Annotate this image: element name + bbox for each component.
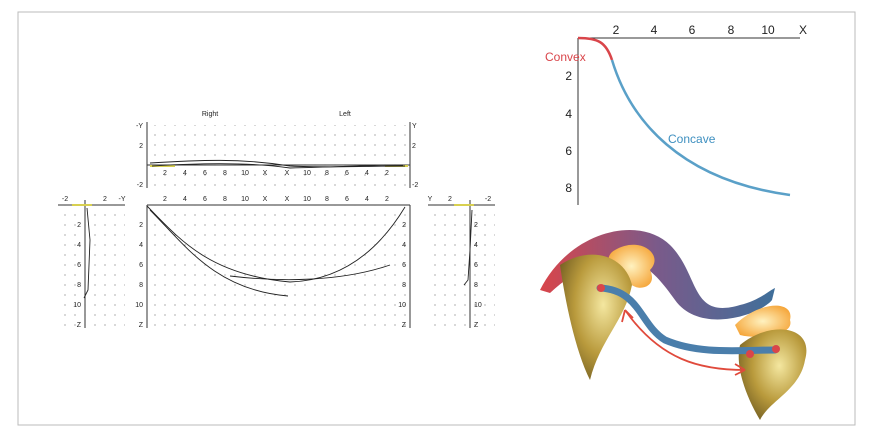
tick-label: 6 [139,262,143,269]
y-tick-label: 2 [565,69,572,83]
tick-label: 8 [325,170,329,177]
tick-label: 8 [223,170,227,177]
tick-label: 10 [474,302,482,309]
tick-label: 2 [474,222,478,229]
tick-label: 10 [303,170,311,177]
tick-label: 6 [203,196,207,203]
tick-label: 4 [77,242,81,249]
tick-label: 10 [241,196,249,203]
tick-label: 4 [402,242,406,249]
tick-label: Z [474,322,479,329]
tick-label: 8 [325,196,329,203]
axis-label: Y [412,123,417,130]
tick-label: 2 [163,170,167,177]
tick-label: 10 [135,302,143,309]
y-tick-label: 8 [565,181,572,195]
tick-label: 2 [103,196,107,203]
tick-label: -2 [62,196,68,203]
tick-label: 2 [402,222,406,229]
tick-label: 8 [139,282,143,289]
tick-label: 4 [139,242,143,249]
grids [60,125,495,327]
tick-label: X [285,196,290,203]
tick-label: 10 [303,196,311,203]
tick-label: 4 [474,242,478,249]
tick-label: 2 [385,196,389,203]
axis-label: -2 [137,182,143,189]
x-tick-label: 2 [613,23,620,37]
illustration [540,230,807,420]
y-tick-label: 4 [565,107,572,121]
tick-label: 2 [385,170,389,177]
tick-label: X [263,196,268,203]
tick-label: -2 [485,196,491,203]
profile-plot: Convex Concave X [545,23,807,205]
tick-label: 10 [241,170,249,177]
left-title: Left [339,111,351,118]
tick-label: Z [402,322,407,329]
concave-label: Concave [668,132,716,146]
x-axis-label: X [799,23,807,37]
x-tick-label: 8 [728,23,735,37]
x-tick-label: 4 [651,23,658,37]
x-tick-label: 10 [761,23,775,37]
tick-label: 10 [398,302,406,309]
tick-label: 2 [139,222,143,229]
axes [58,122,495,328]
axis-label: -Y [136,123,143,130]
x-tick-label: 6 [689,23,696,37]
convex-label: Convex [545,50,586,64]
tick-label: 4 [183,170,187,177]
tick-label: 8 [77,282,81,289]
tick-label: 8 [402,282,406,289]
tick-label: 6 [345,196,349,203]
tick-label: 6 [77,262,81,269]
y-tick-label: 6 [565,144,572,158]
right-title: Right [202,111,218,118]
tick-label: 6 [474,262,478,269]
tick-label: 6 [345,170,349,177]
tick-label: 2 [448,196,452,203]
tick-label: 8 [223,196,227,203]
tick-label: Z [77,322,82,329]
tick-label: 6 [402,262,406,269]
tick-label: Y [428,196,433,203]
tick-label: Z [139,322,144,329]
tick-label: X [285,170,290,177]
tick-label: 4 [183,196,187,203]
tick-label: 4 [365,170,369,177]
tick-label: X [263,170,268,177]
traces [83,159,473,299]
axis-label: 2 [139,143,143,150]
tick-label: 4 [365,196,369,203]
tick-label: 6 [203,170,207,177]
frame [17,11,856,426]
tick-label: -Y [119,196,126,203]
tick-label: 2 [163,196,167,203]
axis-label: -2 [412,182,418,189]
axis-label: 2 [412,143,416,150]
tick-label: 2 [77,222,81,229]
tick-label: 8 [474,282,478,289]
tick-label: 10 [73,302,81,309]
